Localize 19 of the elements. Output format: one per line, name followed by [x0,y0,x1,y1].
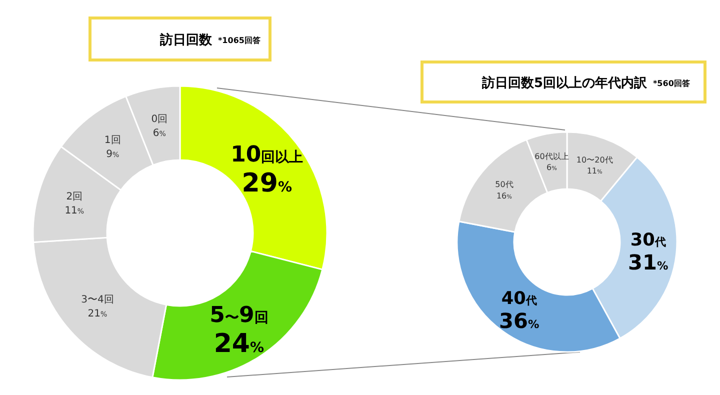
slice-label: 40代 [501,288,537,309]
slice-label: 60代以上 [534,152,569,161]
data-label: 24% [214,328,264,359]
slice-label: 5〜9回 [210,302,268,328]
chart-title: 訪日回数 [159,32,213,48]
slice-label: 1回 [104,135,121,146]
slice-label: 10回以上 [230,142,304,168]
slice-label: 50代 [495,180,514,190]
slice-label: 0回 [151,114,168,125]
slice-label: 3〜4回 [81,294,114,306]
data-label: 36% [499,308,540,333]
chart-subtitle: *560回答 [653,79,691,88]
slice-label: 30代 [630,230,666,251]
chart-subtitle: *1065回答 [218,36,262,45]
chart-title: 訪日回数5回以上の年代内訳 [480,75,648,91]
data-label: 31% [628,250,668,275]
slice-label: 2回 [66,191,83,202]
slice-label: 10〜20代 [576,155,613,164]
data-label: 29% [242,168,292,199]
